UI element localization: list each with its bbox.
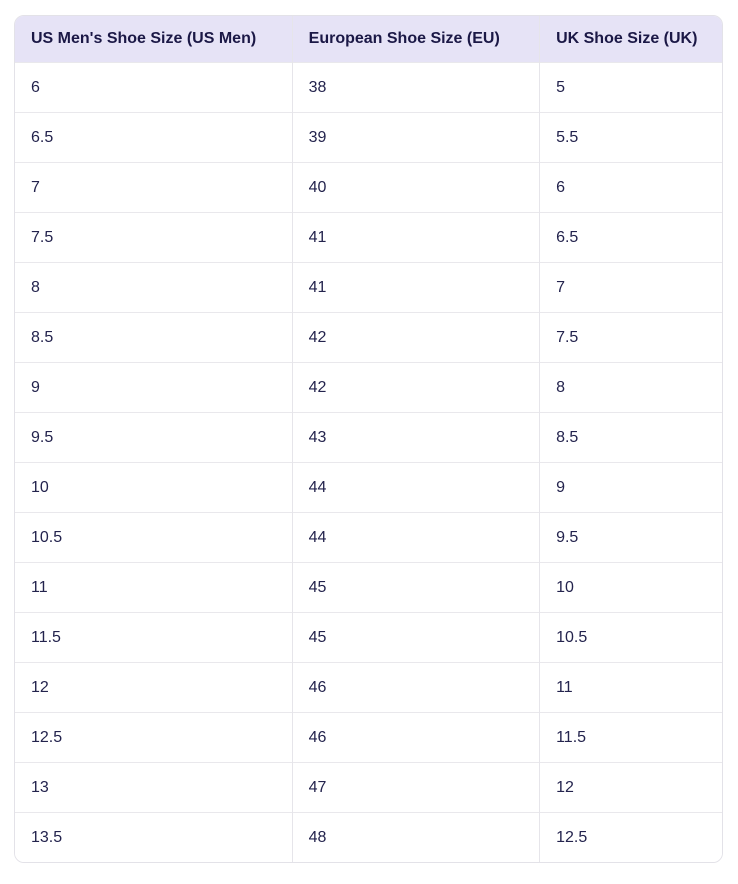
table-cell-eu: 45 [291,562,540,613]
column-header-eu: European Shoe Size (EU) [291,16,540,63]
table-cell-us: 6 [15,62,293,113]
table-cell-eu: 44 [291,512,540,563]
header-row: US Men's Shoe Size (US Men) European Sho… [15,16,722,63]
table-cell-uk: 8 [539,362,722,413]
table-cell-eu: 41 [291,212,540,263]
table-row: 8 41 7 [15,262,722,313]
table-cell-us: 9.5 [15,412,293,463]
table-cell-eu: 42 [291,362,540,413]
table-row: 9.5 43 8.5 [15,412,722,463]
table-cell-uk: 10.5 [539,612,722,663]
column-header-uk: UK Shoe Size (UK) [539,16,722,63]
table-cell-eu: 44 [291,462,540,513]
table-cell-us: 13.5 [15,812,293,862]
table-cell-uk: 6 [539,162,722,213]
table-cell-uk: 7.5 [539,312,722,363]
table-cell-uk: 11.5 [539,712,722,763]
table-cell-eu: 46 [291,662,540,713]
table-cell-eu: 47 [291,762,540,813]
shoe-size-conversion-table: US Men's Shoe Size (US Men) European Sho… [15,16,722,862]
table-cell-eu: 42 [291,312,540,363]
table-cell-uk: 6.5 [539,212,722,263]
table-cell-uk: 7 [539,262,722,313]
table-cell-us: 12.5 [15,712,293,763]
table-cell-us: 12 [15,662,293,713]
table-cell-eu: 45 [291,612,540,663]
table-cell-uk: 5 [539,62,722,113]
table-cell-uk: 5.5 [539,112,722,163]
table-cell-eu: 38 [291,62,540,113]
table-row: 8.5 42 7.5 [15,312,722,363]
table-row: 12 46 11 [15,662,722,713]
table-row: 13 47 12 [15,762,722,813]
table-cell-us: 8 [15,262,293,313]
table-body: 6 38 5 6.5 39 5.5 7 40 6 7.5 41 6.5 [15,62,722,862]
table-cell-us: 6.5 [15,112,293,163]
table-cell-us: 7 [15,162,293,213]
table-cell-us: 13 [15,762,293,813]
column-header-us-men: US Men's Shoe Size (US Men) [15,16,293,63]
table-cell-eu: 40 [291,162,540,213]
table-cell-us: 10 [15,462,293,513]
table-cell-eu: 48 [291,812,540,862]
table-cell-uk: 10 [539,562,722,613]
table-cell-uk: 9.5 [539,512,722,563]
table-row: 9 42 8 [15,362,722,413]
table-cell-eu: 39 [291,112,540,163]
shoe-size-table-card: US Men's Shoe Size (US Men) European Sho… [14,15,723,863]
table-cell-us: 8.5 [15,312,293,363]
table-row: 6 38 5 [15,62,722,113]
table-cell-uk: 9 [539,462,722,513]
table-cell-us: 11 [15,562,293,613]
table-row: 12.5 46 11.5 [15,712,722,763]
table-cell-uk: 8.5 [539,412,722,463]
table-cell-us: 10.5 [15,512,293,563]
table-row: 11 45 10 [15,562,722,613]
table-cell-eu: 41 [291,262,540,313]
table-cell-us: 7.5 [15,212,293,263]
table-row: 13.5 48 12.5 [15,812,722,862]
table-row: 7 40 6 [15,162,722,213]
table-row: 7.5 41 6.5 [15,212,722,263]
table-row: 10 44 9 [15,462,722,513]
table-cell-uk: 12 [539,762,722,813]
table-row: 11.5 45 10.5 [15,612,722,663]
table-row: 6.5 39 5.5 [15,112,722,163]
table-cell-uk: 11 [539,662,722,713]
table-cell-us: 11.5 [15,612,293,663]
table-row: 10.5 44 9.5 [15,512,722,563]
table-cell-us: 9 [15,362,293,413]
table-cell-eu: 43 [291,412,540,463]
table-header: US Men's Shoe Size (US Men) European Sho… [15,16,722,63]
table-cell-eu: 46 [291,712,540,763]
table-cell-uk: 12.5 [539,812,722,862]
